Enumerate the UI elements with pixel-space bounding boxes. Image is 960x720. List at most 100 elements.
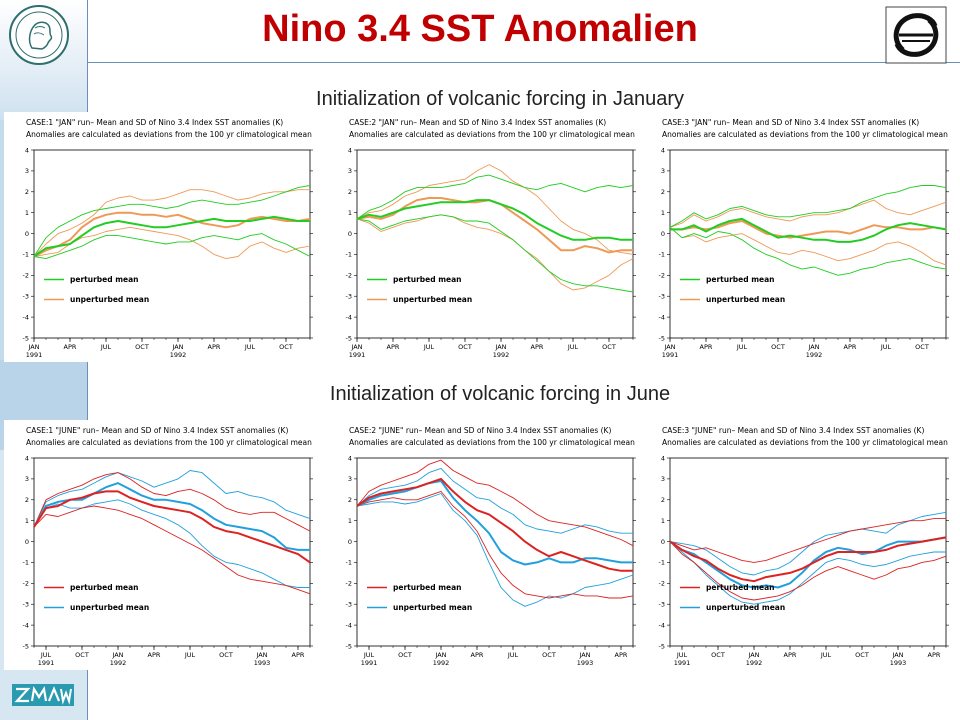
legend-label: perturbed mean [393, 583, 462, 592]
x-tick-label: OCT [279, 343, 293, 351]
chart-case3-jan: CASE:3 "JAN" run– Mean and SD of Nino 3.… [640, 112, 956, 362]
y-tick-label: -1 [346, 251, 352, 259]
x-tick-label: APR [292, 651, 305, 659]
x-tick-year-label: 1992 [746, 659, 763, 667]
legend-label: perturbed mean [393, 275, 462, 284]
sd-line-unperturbed-mean [33, 470, 311, 528]
chart-case2-june: CASE:2 "JUNE" run– Mean and SD of Nino 3… [327, 420, 643, 670]
x-tick-label: APR [64, 343, 77, 351]
x-tick-label: JUL [40, 651, 52, 659]
x-tick-label: OCT [219, 651, 233, 659]
y-tick-label: -5 [23, 642, 29, 650]
y-tick-label: 2 [661, 188, 665, 196]
x-tick-year-label: 1991 [38, 659, 55, 667]
y-tick-label: -5 [346, 642, 352, 650]
x-tick-label: APR [844, 343, 857, 351]
x-tick-year-label: 1992 [170, 351, 187, 359]
x-tick-label: OCT [915, 343, 929, 351]
mean-line-unperturbed-mean [356, 480, 633, 566]
sd-line-perturbed-mean [356, 214, 634, 293]
legend-label: unperturbed mean [706, 603, 785, 612]
y-tick-label: 3 [348, 167, 352, 175]
x-tick-year-label: 1992 [493, 351, 510, 359]
mean-line-unperturbed-mean [33, 482, 310, 551]
x-tick-year-label: 1992 [433, 659, 450, 667]
chart-title: CASE:1 "JAN" run– Mean and SD of Nino 3.… [26, 118, 283, 127]
x-tick-label: JUL [423, 343, 435, 351]
y-tick-label: 4 [25, 454, 29, 462]
y-tick-label: 1 [348, 517, 352, 525]
y-tick-label: -1 [346, 559, 352, 567]
y-tick-label: 2 [348, 496, 352, 504]
legend-label: unperturbed mean [70, 603, 149, 612]
plot-frame [33, 457, 311, 647]
y-tick-label: -4 [23, 621, 29, 629]
y-tick-label: 2 [25, 188, 29, 196]
x-tick-year-label: 1992 [110, 659, 127, 667]
y-tick-label: -5 [346, 334, 352, 342]
sd-line-perturbed-mean [33, 472, 311, 532]
page-title: Nino 3.4 SST Anomalien [262, 8, 698, 50]
mean-line-perturbed-mean [356, 199, 633, 241]
y-tick-label: -2 [659, 272, 665, 280]
x-tick-label: APR [928, 651, 941, 659]
x-tick-year-label: 1991 [26, 351, 43, 359]
y-tick-label: 0 [25, 538, 29, 546]
x-tick-year-label: 1993 [890, 659, 907, 667]
sd-line-unperturbed-mean [669, 541, 946, 605]
legend-label: unperturbed mean [706, 295, 785, 304]
x-tick-label: APR [208, 343, 221, 351]
chart-svg: CASE:1 "JAN" run– Mean and SD of Nino 3.… [23, 118, 313, 359]
y-tick-label: 4 [25, 146, 29, 154]
y-tick-label: 1 [25, 517, 29, 525]
chart-subtitle: Anomalies are calculated as deviations f… [662, 438, 948, 447]
x-tick-label: JAN [891, 651, 903, 659]
x-tick-year-label: 1991 [349, 351, 366, 359]
chart-subtitle: Anomalies are calculated as deviations f… [662, 130, 948, 139]
y-tick-label: -3 [659, 601, 665, 609]
y-tick-label: -2 [346, 580, 352, 588]
x-tick-label: JUL [363, 651, 375, 659]
x-tick-label: JAN [747, 651, 759, 659]
y-tick-label: -5 [659, 334, 665, 342]
plot-frame [669, 457, 947, 647]
x-tick-label: JUL [676, 651, 688, 659]
y-tick-label: 0 [25, 230, 29, 238]
y-tick-label: -2 [659, 580, 665, 588]
legend-label: unperturbed mean [393, 603, 472, 612]
x-tick-label: APR [700, 343, 713, 351]
x-tick-label: JUL [100, 343, 112, 351]
sd-line-unperturbed-mean [356, 164, 634, 255]
subtitle-june: Initialization of volcanic forcing in Ju… [329, 383, 671, 405]
sd-line-perturbed-mean [669, 226, 947, 276]
x-tick-label: APR [784, 651, 797, 659]
chart-title: CASE:3 "JAN" run– Mean and SD of Nino 3.… [662, 118, 919, 127]
y-tick-label: -1 [659, 559, 665, 567]
chart-case1-june: CASE:1 "JUNE" run– Mean and SD of Nino 3… [4, 420, 320, 670]
y-tick-label: 3 [661, 167, 665, 175]
y-tick-label: 0 [661, 230, 665, 238]
y-tick-label: 1 [25, 209, 29, 217]
y-tick-label: 2 [348, 188, 352, 196]
y-tick-label: -1 [659, 251, 665, 259]
y-tick-label: -3 [346, 293, 352, 301]
chart-case3-june: CASE:3 "JUNE" run– Mean and SD of Nino 3… [640, 420, 956, 670]
chart-title: CASE:2 "JUNE" run– Mean and SD of Nino 3… [349, 426, 611, 435]
x-tick-year-label: 1993 [577, 659, 594, 667]
sd-line-perturbed-mean [356, 490, 634, 599]
y-tick-label: 1 [348, 209, 352, 217]
x-tick-label: APR [531, 343, 544, 351]
y-tick-label: 0 [348, 538, 352, 546]
y-tick-label: -4 [23, 313, 29, 321]
x-tick-label: OCT [602, 343, 616, 351]
chart-subtitle: Anomalies are calculated as deviations f… [26, 130, 312, 139]
legend-label: perturbed mean [70, 275, 139, 284]
y-tick-label: -2 [23, 580, 29, 588]
chart-svg: CASE:2 "JAN" run– Mean and SD of Nino 3.… [346, 118, 636, 359]
mean-line-unperturbed-mean [670, 220, 947, 239]
sd-line-perturbed-mean [669, 518, 946, 563]
x-tick-year-label: 1991 [662, 351, 679, 359]
plot-frame [356, 149, 634, 339]
y-tick-label: -1 [23, 559, 29, 567]
x-tick-year-label: 1992 [806, 351, 823, 359]
